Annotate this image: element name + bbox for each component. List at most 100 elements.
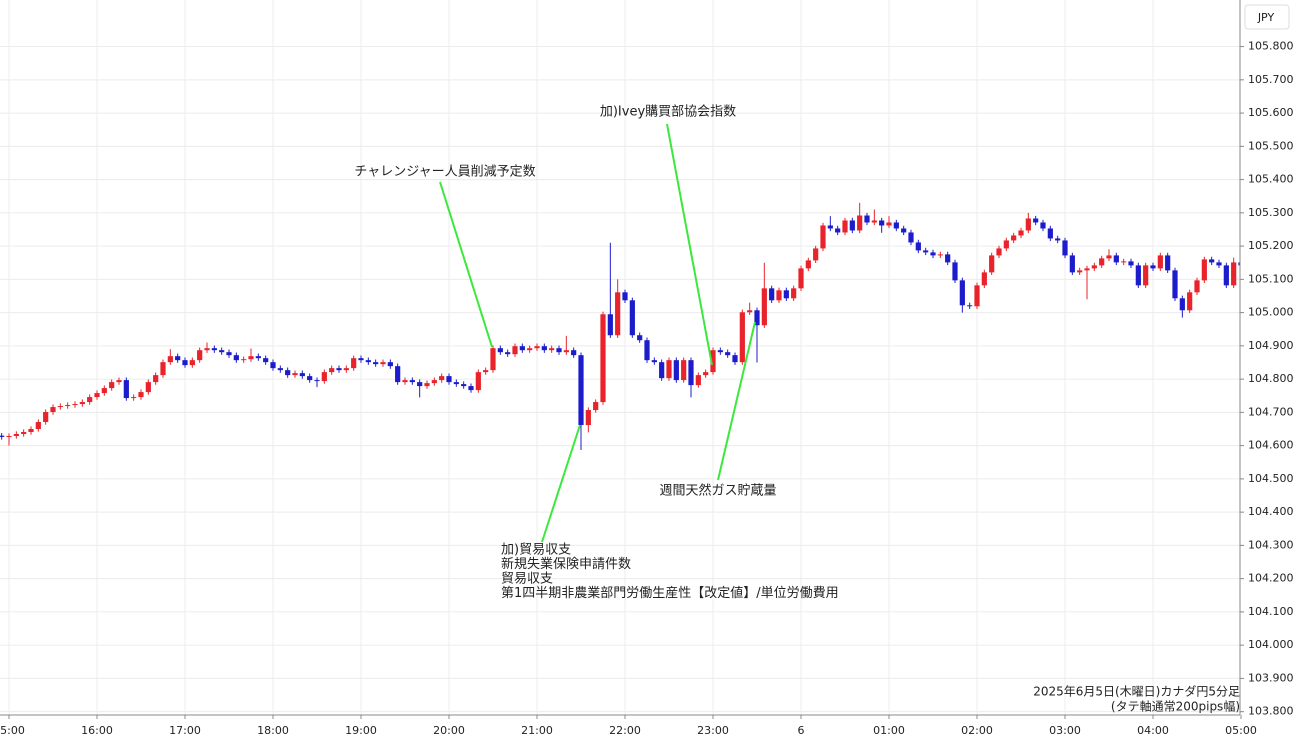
footer-text: (タテ軸通常200pips幅) [1111, 699, 1240, 714]
candle-body [732, 355, 738, 363]
candle-body [0, 435, 5, 437]
candle-body [409, 380, 415, 383]
candle-body [622, 292, 628, 301]
annotation-pointer [541, 424, 581, 543]
candle-body [703, 372, 709, 376]
x-tick-label: 02:00 [961, 724, 993, 737]
y-tick-label: 104.500 [1248, 472, 1294, 485]
candle-body [204, 348, 210, 351]
candle-body [864, 215, 870, 223]
candle-body [571, 350, 577, 356]
y-tick-label: 105.100 [1248, 272, 1294, 285]
candle-body [710, 350, 716, 373]
candle-body [512, 346, 518, 355]
annotation-text: 新規失業保険申請件数 [501, 556, 631, 572]
y-tick-label: 104.300 [1248, 538, 1294, 551]
candle-body [915, 242, 921, 251]
candle-body [541, 346, 547, 351]
candle-body [813, 248, 819, 261]
candle-body [116, 380, 122, 383]
candle-body [820, 225, 826, 249]
y-axis-label-box [1244, 4, 1290, 30]
candle-body [87, 397, 93, 403]
candle-body [35, 422, 41, 429]
candle-body [263, 358, 269, 363]
y-tick-label: 105.400 [1248, 173, 1294, 186]
candle-body [776, 290, 782, 301]
candle-body [424, 383, 430, 387]
annotation-pointer [666, 123, 713, 366]
candle-body [615, 292, 621, 336]
candle-body [109, 382, 115, 389]
y-tick-label: 104.400 [1248, 505, 1294, 518]
x-tick-label: 19:00 [345, 724, 377, 737]
candle-body [358, 358, 364, 361]
candle-body [747, 310, 753, 313]
candle-body [952, 262, 958, 281]
candle-body [1055, 238, 1061, 241]
candle-body [395, 366, 401, 383]
candle-body [937, 254, 943, 256]
x-tick-label: 21:00 [521, 724, 553, 737]
candle-body [431, 380, 437, 384]
candle-body [769, 288, 775, 301]
candle-body [1201, 259, 1207, 281]
y-axis-label: JPY [1257, 11, 1275, 24]
candle-body [233, 355, 239, 361]
candle-body [299, 373, 305, 377]
candle-body [1143, 265, 1149, 286]
candle-body [1091, 265, 1097, 269]
candle-body [153, 375, 159, 383]
candle-body [72, 404, 78, 406]
y-tick-label: 105.500 [1248, 139, 1294, 152]
candle-body [343, 368, 349, 371]
candle-body [336, 368, 342, 371]
candle-body [270, 362, 276, 369]
candle-body [945, 254, 951, 263]
candle-body [1084, 268, 1090, 271]
y-tick-label: 105.000 [1248, 306, 1294, 319]
candle-body [1165, 255, 1171, 271]
candle-body [57, 406, 63, 408]
candle-body [123, 380, 129, 399]
x-tick-label: 15:00 [0, 724, 25, 737]
candle-body [879, 220, 885, 226]
candle-body [959, 280, 965, 306]
x-tick-label: 20:00 [433, 724, 465, 737]
x-tick-label: 01:00 [873, 724, 905, 737]
candle-body [197, 350, 203, 361]
candle-body [1033, 218, 1039, 223]
candle-body [292, 373, 298, 376]
candle-body [1187, 292, 1193, 311]
candle-body [145, 382, 151, 393]
candle-body [189, 360, 195, 366]
candle-body [1157, 255, 1163, 269]
candle-body [131, 397, 137, 399]
candle-body [637, 335, 643, 341]
candle-body [439, 376, 445, 381]
y-tick-label: 105.800 [1248, 40, 1294, 53]
candle-body [138, 392, 144, 398]
candle-body [226, 352, 232, 356]
candle-body [446, 376, 452, 383]
candle-body [1003, 240, 1009, 249]
candle-body [754, 310, 760, 326]
annotation-text: 貿易収支 [501, 572, 553, 587]
candle-body [307, 376, 313, 381]
candle-body [277, 368, 283, 371]
annotation-text: チャレンジャー人員削減予定数 [354, 164, 535, 180]
candle-body [688, 360, 694, 386]
x-tick-label: 23:00 [697, 724, 729, 737]
annotation-text: 加)貿易収支 [501, 543, 571, 558]
footer-text: 2025年6月5日(木曜日)カナダ円5分足 [1033, 684, 1240, 699]
candle-body [534, 346, 540, 349]
candle-body [835, 228, 841, 233]
candle-body [857, 215, 863, 231]
candle-body [556, 348, 562, 353]
candle-body [607, 314, 613, 336]
candle-body [402, 380, 408, 383]
candle-body [417, 382, 423, 387]
candle-body [578, 355, 584, 426]
candle-body [563, 350, 569, 353]
y-tick-label: 104.100 [1248, 605, 1294, 618]
